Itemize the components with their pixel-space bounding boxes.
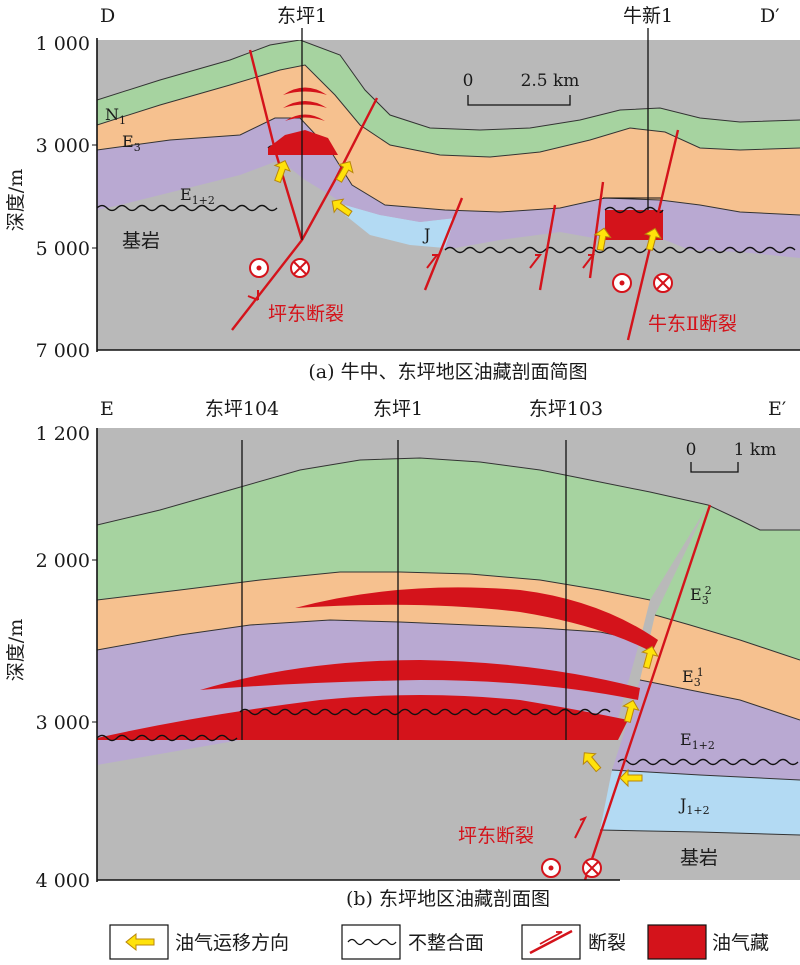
caption-a: (a) 牛中、东坪地区油藏剖面简图 — [308, 361, 587, 383]
migration-arrow-icon — [125, 932, 155, 952]
well-label-dongping104: 东坪104 — [205, 398, 279, 420]
stratum-e3: E3 — [122, 132, 141, 154]
section-end-e: E — [100, 398, 114, 420]
oil-reservoir-a1 — [268, 130, 338, 155]
scale-start-b: 0 — [686, 440, 697, 460]
caption-b: (b) 东坪地区油藏剖面图 — [346, 888, 550, 910]
strike-slip-dot-icon — [249, 258, 269, 278]
strike-slip-dot-icon — [612, 273, 632, 293]
stratum-basement-a: 基岩 — [122, 230, 160, 252]
unconformity-b2 — [617, 758, 799, 766]
unconformity-a3 — [444, 246, 796, 254]
stratum-e32: E32 — [690, 584, 712, 607]
oil-reservoir-b3 — [97, 695, 628, 740]
legend: 油气运移方向 不整合面 断裂 油气藏 — [109, 924, 769, 960]
fault-a4 — [538, 204, 557, 291]
section-end-d-prime: D′ — [760, 5, 780, 27]
depth-tick: 3 000 — [36, 712, 90, 734]
unconformity-icon — [347, 938, 397, 946]
scale-end-a: 2.5 km — [521, 71, 580, 91]
j12-layer-b — [600, 770, 800, 835]
strike-slip-cross-icon — [653, 273, 673, 293]
migration-arrow-icon — [273, 160, 662, 252]
depth-tick: 1 200 — [36, 423, 90, 445]
fault-a1 — [248, 49, 304, 241]
panel-b-section — [97, 428, 800, 880]
stratum-n1: N1 — [105, 105, 126, 127]
depth-axis-label-a: 深度/m — [5, 169, 27, 231]
stratum-j-a: J — [422, 225, 430, 244]
well-label-dongping103: 东坪103 — [529, 398, 603, 420]
e32-layer-b — [97, 458, 708, 600]
fault-pingdong-a — [231, 97, 379, 331]
section-end-e-prime: E′ — [768, 398, 786, 420]
oil-reservoir-icon — [647, 924, 707, 960]
fault-icon — [529, 929, 573, 955]
stratum-j12: J1+2 — [678, 795, 710, 817]
depth-tick: 1 000 — [36, 33, 90, 55]
stratum-basement-b: 基岩 — [680, 847, 718, 869]
scale-bar-a — [467, 95, 571, 106]
strike-slip-cross-icon — [290, 258, 310, 278]
well-label-dongping1: 东坪1 — [277, 5, 327, 27]
legend-label-migration: 油气运移方向 — [175, 932, 289, 954]
stratum-e12-b: E1+2 — [680, 730, 715, 752]
oil-show-a2 — [283, 101, 327, 108]
strike-slip-cross-icon — [582, 858, 602, 878]
legend-label-reservoir: 油气藏 — [712, 932, 769, 954]
oil-show-a1 — [283, 87, 327, 95]
depth-tick: 7 000 — [36, 340, 90, 362]
n1-layer-a — [97, 40, 800, 157]
unconformity-a1 — [97, 204, 278, 212]
panel-a-section — [97, 40, 800, 350]
depth-tick: 3 000 — [36, 135, 90, 157]
stratum-e12: E1+2 — [180, 185, 215, 207]
well-label-dongping1-b: 东坪1 — [373, 398, 423, 420]
depth-tick: 5 000 — [36, 238, 90, 260]
scale-end-b: 1 km — [734, 440, 777, 460]
panel-a: D D′ 东坪1 牛新1 1 000 3 000 5 000 7 000 深度/… — [5, 5, 800, 383]
depth-tick: 2 000 — [36, 550, 90, 572]
stratum-e31: E31 — [682, 666, 704, 689]
j-layer-a — [345, 205, 455, 248]
strike-slip-dot-icon — [541, 858, 561, 878]
oil-reservoir-b1 — [295, 587, 658, 652]
fault-a5 — [588, 181, 605, 279]
legend-label-fault: 断裂 — [588, 932, 626, 954]
unconformity-b1 — [97, 734, 238, 742]
fault-label-pingdong-a: 坪东断裂 — [268, 303, 344, 325]
scale-bar-b — [690, 462, 739, 473]
oil-show-a3 — [285, 114, 325, 121]
fault-label-pingdong-b: 坪东断裂 — [458, 825, 534, 847]
fault-a3 — [423, 197, 464, 291]
legend-label-unconformity: 不整合面 — [408, 932, 484, 954]
scale-start-a: 0 — [463, 71, 474, 91]
migration-arrow-icon — [582, 645, 659, 788]
depth-axis-label-b: 深度/m — [5, 619, 27, 681]
e3-layer-a — [97, 65, 800, 215]
oil-reservoir-b2 — [200, 660, 640, 700]
fault-label-niudong: 牛东Ⅱ断裂 — [648, 313, 737, 335]
panel-b: E E′ 东坪104 东坪1 东坪103 1 200 2 000 3 000 4… — [5, 398, 800, 910]
depth-tick: 4 000 — [36, 870, 90, 892]
well-label-niuxin1: 牛新1 — [623, 5, 673, 27]
section-end-d: D — [100, 5, 115, 27]
fault-pingdong-b — [583, 504, 712, 881]
